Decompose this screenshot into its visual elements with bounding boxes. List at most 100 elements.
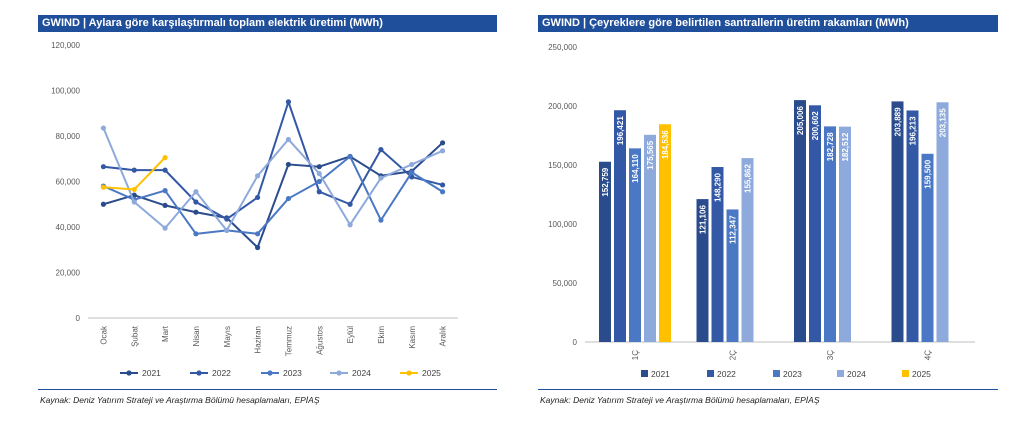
data-point-2024 (254, 173, 261, 179)
bar-value-label: 148,290 (714, 172, 723, 201)
x-tick-label: 2Ç (728, 350, 737, 360)
data-point-2023 (162, 188, 168, 194)
legend-swatch-2022 (707, 370, 714, 377)
bar-value-label: 182,512 (841, 132, 850, 161)
data-point-2025 (131, 186, 137, 193)
y-tick-label: 120,000 (51, 41, 80, 50)
data-point-2024 (378, 175, 384, 181)
x-tick-label: Eylül (346, 326, 355, 344)
y-tick-label: 100,000 (51, 87, 80, 96)
data-point-2024 (224, 227, 230, 234)
bar-2021-2Ç (696, 199, 709, 342)
x-tick-label: Nisan (192, 326, 201, 346)
data-point-2023 (316, 178, 322, 185)
x-tick-label: Şubat (130, 325, 139, 347)
quarterly-bar-chart: 0 50,000 100,000 150,000 200,000 250,000 152,7… (548, 43, 975, 379)
legend-label: 2025 (912, 369, 931, 379)
line-chart-source: Kaynak: Deniz Yatırım Strateji ve Araştı… (40, 395, 320, 405)
bar-2021-4Ç (891, 101, 904, 342)
bar-value-label: 175,565 (646, 140, 655, 169)
bar-2021-3Ç (794, 100, 806, 342)
data-point-2024 (162, 225, 168, 231)
data-point-2025 (100, 184, 107, 190)
data-point-2022 (439, 182, 446, 188)
legend-swatch-2024 (837, 370, 844, 377)
bar-2025-1Ç (659, 124, 671, 342)
data-point-2023 (193, 231, 199, 237)
data-point-2024 (409, 161, 415, 168)
legend-label: 2021 (651, 369, 670, 379)
data-point-2022 (224, 216, 230, 222)
data-point-2021 (316, 164, 322, 170)
data-point-2022 (347, 201, 353, 207)
legend-label: 2024 (352, 368, 371, 378)
y-tick-label: 80,000 (56, 132, 81, 141)
bar-value-label: 152,759 (601, 167, 610, 196)
legend-swatch-2021 (641, 370, 648, 377)
y-tick-label: 0 (76, 314, 81, 323)
data-point-2024 (439, 148, 446, 154)
line-chart-footer-rule (38, 389, 497, 390)
y-tick-label: 0 (573, 338, 578, 347)
data-point-2022 (285, 99, 292, 105)
bar-value-label: 205,006 (796, 106, 805, 135)
legend-label: 2022 (212, 368, 231, 378)
legend-swatch-2023 (773, 370, 780, 377)
legend-label: 2023 (783, 369, 802, 379)
data-point-2022 (193, 199, 199, 205)
bar-2024-2Ç (741, 158, 754, 342)
legend-marker-2021 (126, 370, 132, 376)
bar-value-label: 196,213 (909, 116, 918, 145)
bar-chart-title: GWIND | Çeyreklere göre belirtilen santr… (538, 15, 998, 32)
bar-value-label: 196,421 (616, 116, 625, 145)
data-point-2023 (439, 189, 446, 195)
bar-2021-1Ç (599, 161, 611, 342)
data-point-2021 (254, 244, 261, 251)
x-tick-label: 3Ç (826, 350, 835, 360)
data-point-2024 (347, 222, 353, 228)
x-tick-label: Ocak (99, 325, 108, 345)
bar-2023-3Ç (824, 126, 836, 343)
bar-2022-1Ç (614, 110, 626, 342)
legend-marker-2025 (406, 370, 412, 376)
y-tick-label: 20,000 (56, 269, 81, 278)
data-point-2024 (100, 125, 107, 131)
y-tick-label: 50,000 (553, 279, 578, 288)
bar-2022-3Ç (809, 105, 821, 342)
data-point-2023 (347, 153, 353, 160)
data-point-2023 (409, 169, 415, 175)
x-tick-label: Kasım (408, 326, 417, 349)
x-tick-label: Haziran (254, 326, 263, 354)
data-point-2022 (100, 164, 107, 170)
x-tick-label: Aralık (439, 325, 448, 346)
bar-2023-1Ç (629, 148, 641, 342)
data-point-2024 (193, 189, 199, 195)
data-point-2022 (378, 147, 384, 153)
bar-value-label: 184,536 (661, 130, 670, 159)
legend-marker-2022 (196, 370, 202, 376)
legend-label: 2023 (283, 368, 302, 378)
data-point-2022 (131, 167, 137, 173)
series-line-2022 (103, 100, 443, 221)
data-point-2023 (285, 195, 292, 202)
data-point-2024 (316, 170, 322, 177)
y-tick-label: 60,000 (56, 178, 81, 187)
data-point-2022 (316, 189, 322, 195)
bar-2024-4Ç (936, 102, 949, 343)
legend-label: 2024 (847, 369, 866, 379)
bar-value-label: 164,110 (631, 154, 640, 183)
x-tick-label: Mart (161, 325, 170, 342)
y-tick-label: 150,000 (548, 161, 577, 170)
monthly-line-chart: 0 20,000 40,000 60,000 80,000 100,000 120,000 O… (51, 41, 458, 378)
bar-value-label: 200,602 (811, 111, 820, 140)
bar-chart-source: Kaynak: Deniz Yatırım Strateji ve Araştı… (540, 395, 820, 405)
line-chart-title: GWIND | Aylara göre karşılaştırmalı topl… (38, 15, 497, 32)
bar-2022-4Ç (906, 110, 919, 342)
bar-2024-3Ç (839, 126, 851, 343)
bar-chart-footer-rule (538, 389, 998, 390)
bar-2022-2Ç (711, 167, 724, 342)
x-tick-label: Mayıs (223, 326, 232, 347)
data-point-2021 (193, 209, 199, 215)
y-tick-label: 100,000 (548, 220, 577, 229)
data-point-2021 (100, 201, 107, 207)
